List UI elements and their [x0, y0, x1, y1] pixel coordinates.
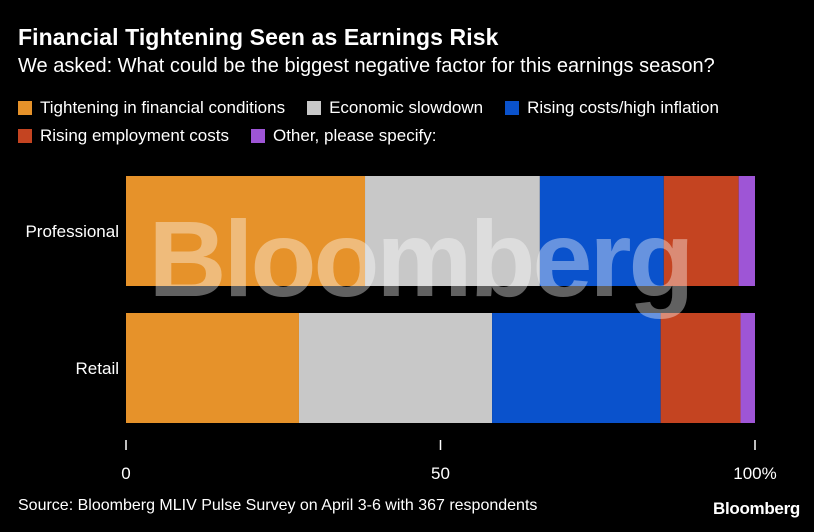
legend-label-slowdown: Economic slowdown [329, 98, 484, 117]
legend-row-2: Rising employment costs Other, please sp… [18, 122, 808, 150]
bar-retail-rising-costs-high-inflation [492, 313, 661, 423]
legend-item-other: Other, please specify: [250, 126, 437, 146]
bloomberg-logo: Bloomberg [712, 499, 800, 518]
x-tick-label-100: 100% [733, 464, 776, 483]
category-label-professional: Professional [25, 222, 119, 241]
bar-professional-tightening-in-financial-conditions [126, 176, 366, 286]
bar-professional-economic-slowdown [365, 176, 540, 286]
bar-retail-tightening-in-financial-conditions [126, 313, 299, 423]
legend-swatch-inflation [505, 101, 520, 115]
source-note: Source: Bloomberg MLIV Pulse Survey on A… [18, 497, 538, 514]
legend-label-tightening: Tightening in financial conditions [40, 98, 286, 117]
bar-retail-rising-employment-costs [660, 313, 741, 423]
bar-professional-rising-employment-costs [663, 176, 739, 286]
legend-label-employment: Rising employment costs [40, 126, 229, 145]
legend-swatch-other [250, 129, 265, 143]
bar-professional-other-please-specify [738, 176, 755, 286]
legend-swatch-tightening [18, 101, 32, 115]
x-tick-label-0: 0 [121, 464, 130, 483]
legend-swatch-employment [18, 129, 32, 143]
legend-item-employment: Rising employment costs [18, 126, 229, 146]
legend-item-slowdown: Economic slowdown [307, 98, 483, 118]
bar-retail-economic-slowdown [298, 313, 493, 423]
category-label-retail: Retail [76, 359, 119, 378]
bar-professional-rising-costs-high-inflation [539, 176, 664, 286]
legend-label-other: Other, please specify: [272, 126, 437, 145]
legend-swatch-slowdown [307, 101, 322, 115]
legend: Tightening in financial conditions Econo… [18, 94, 808, 150]
legend-row-1: Tightening in financial conditions Econo… [18, 94, 808, 122]
bar-retail-other-please-specify [740, 313, 755, 423]
legend-label-inflation: Rising costs/high inflation [527, 98, 719, 117]
chart-title: Financial Tightening Seen as Earnings Ri… [18, 24, 499, 50]
legend-item-inflation: Rising costs/high inflation [505, 98, 719, 118]
legend-item-tightening: Tightening in financial conditions [18, 98, 285, 118]
chart-subtitle: We asked: What could be the biggest nega… [18, 55, 715, 77]
bloomberg-watermark: Bloomberg [148, 198, 691, 319]
x-tick-label-50: 50 [431, 464, 450, 483]
